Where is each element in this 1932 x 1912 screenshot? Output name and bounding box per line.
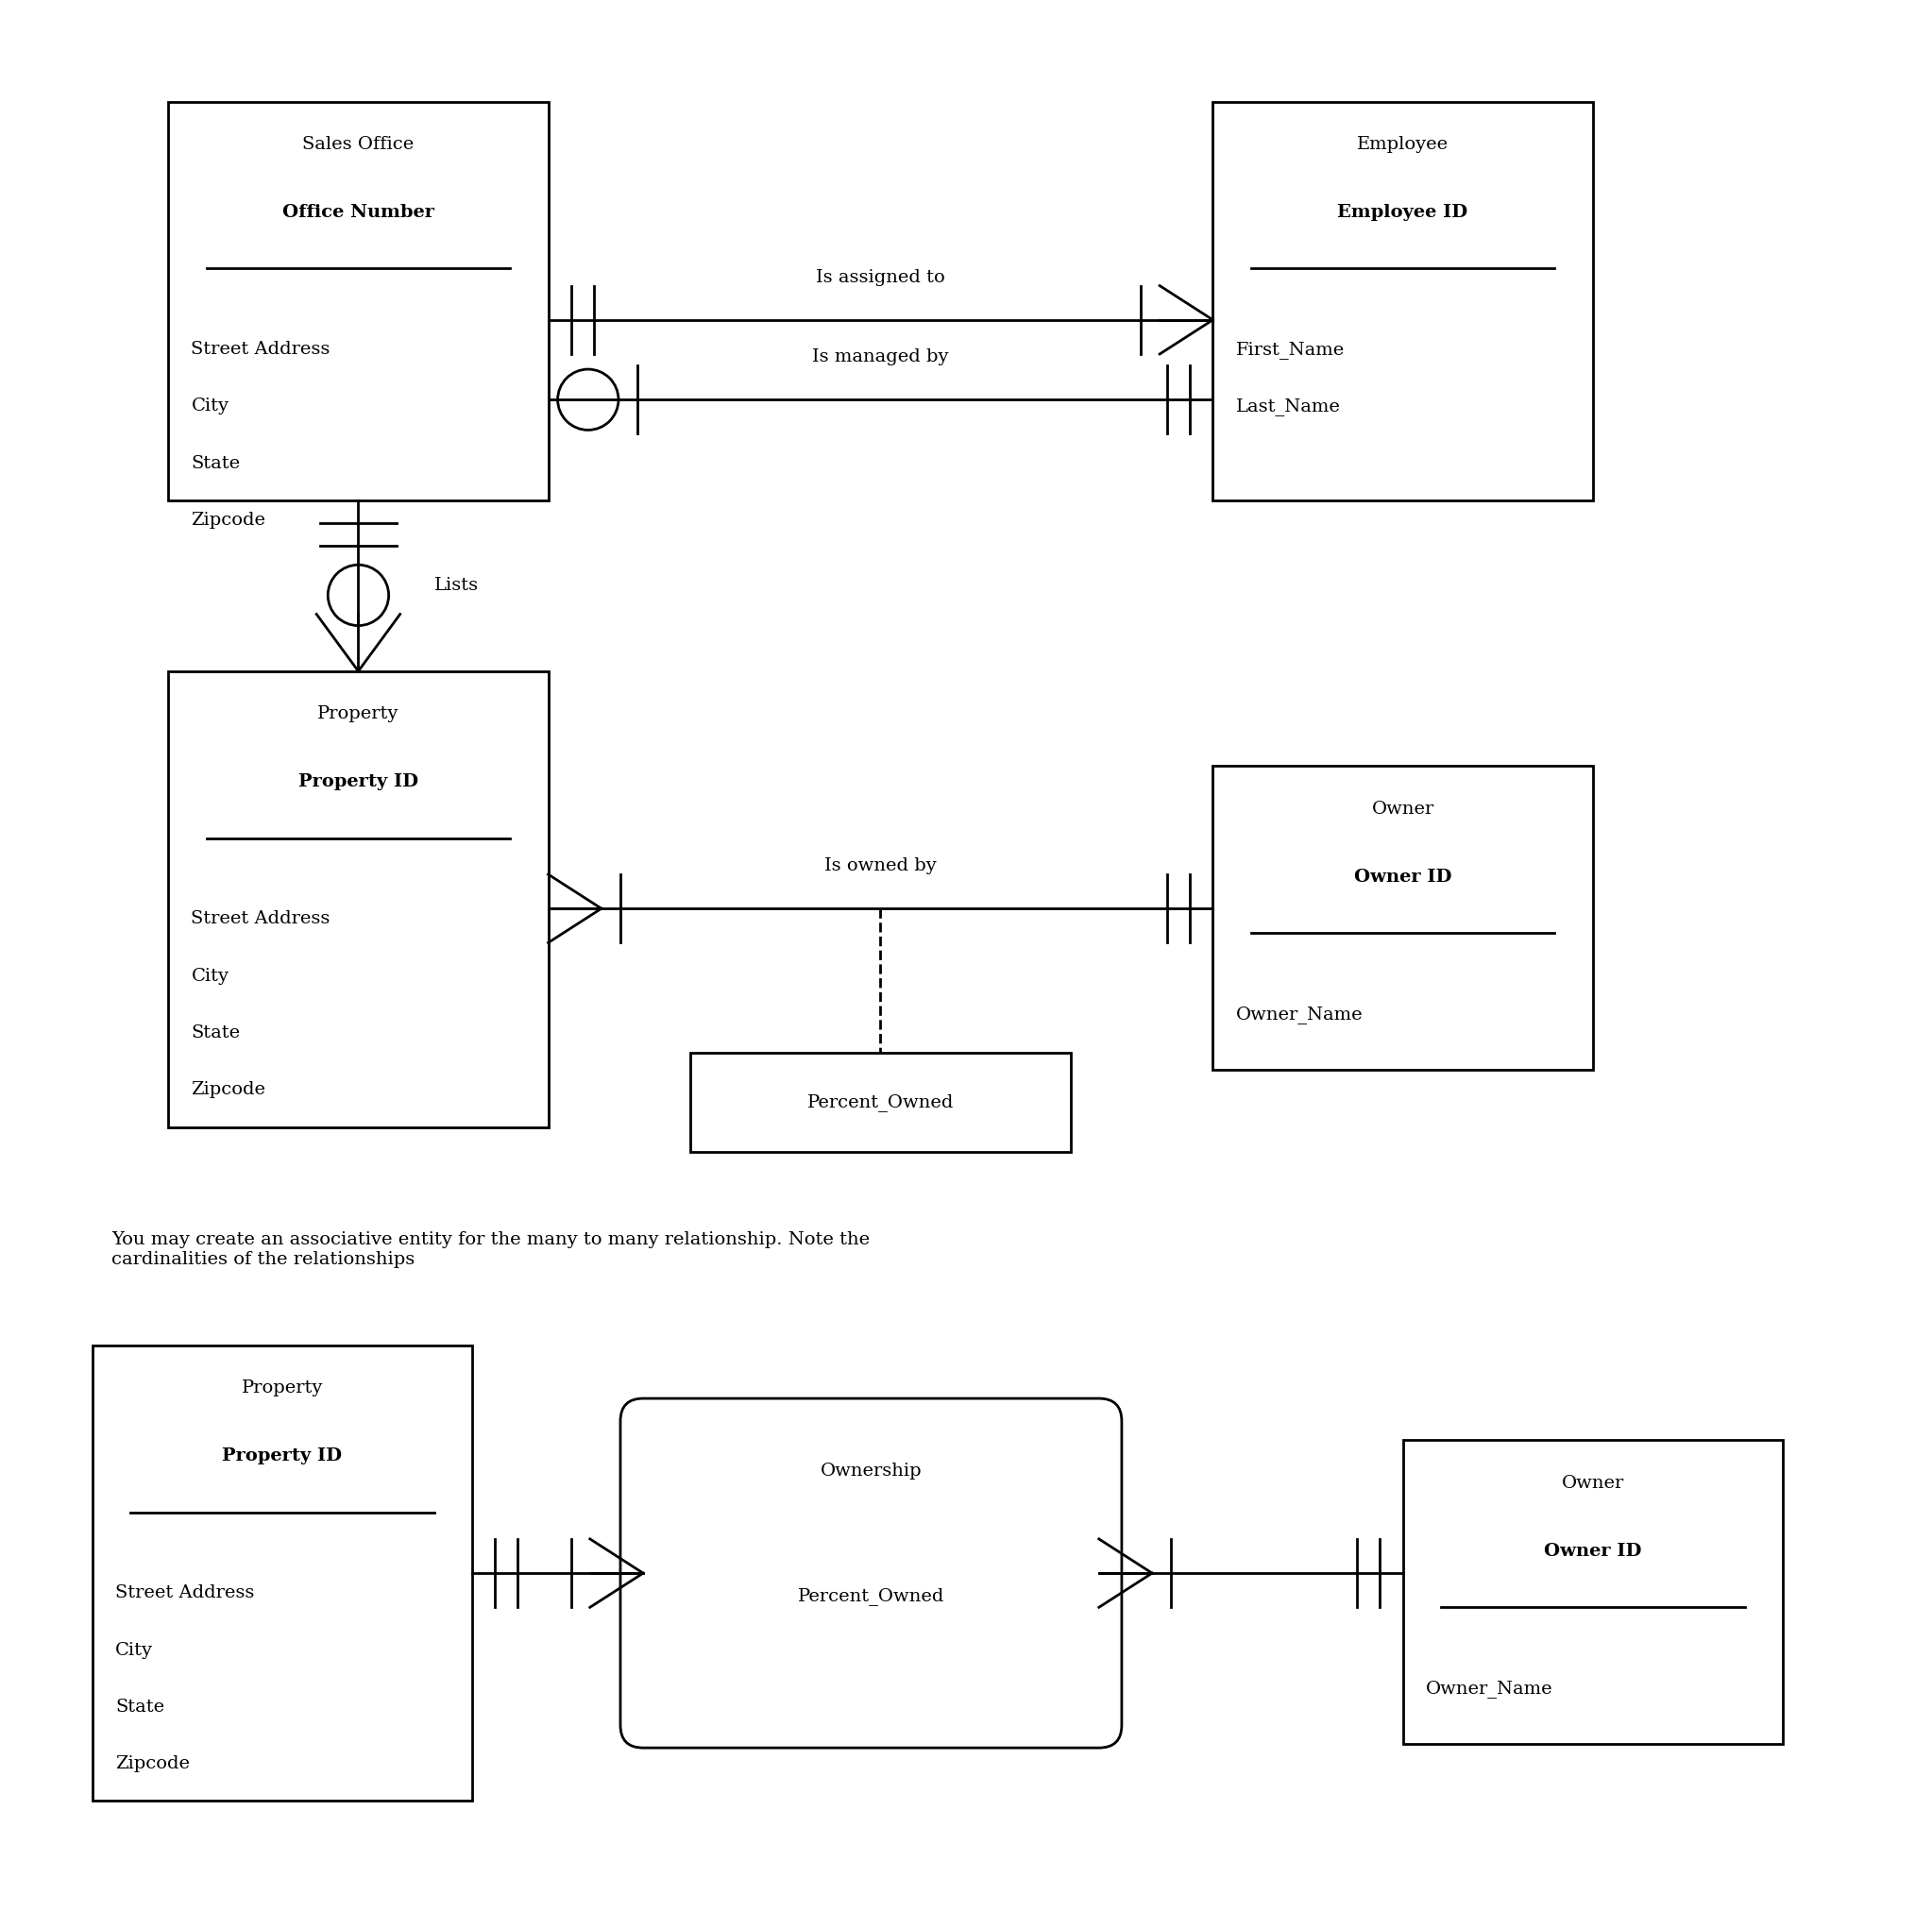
Text: Office Number: Office Number	[282, 205, 435, 222]
Text: First_Name: First_Name	[1236, 340, 1345, 359]
FancyBboxPatch shape	[1213, 767, 1592, 1071]
Text: State: State	[191, 1025, 240, 1042]
Text: City: City	[191, 967, 230, 985]
Text: Percent_Owned: Percent_Owned	[808, 1094, 954, 1111]
FancyBboxPatch shape	[690, 1054, 1070, 1151]
FancyBboxPatch shape	[620, 1398, 1122, 1748]
Text: Is managed by: Is managed by	[811, 348, 949, 365]
Text: Owner_Name: Owner_Name	[1236, 1006, 1362, 1023]
Text: Property: Property	[317, 706, 400, 723]
Text: Street Address: Street Address	[191, 910, 330, 927]
FancyBboxPatch shape	[1213, 101, 1592, 501]
Text: Lists: Lists	[435, 577, 479, 595]
Text: Property ID: Property ID	[298, 774, 419, 792]
Text: Owner: Owner	[1372, 801, 1434, 816]
FancyBboxPatch shape	[1403, 1440, 1783, 1744]
Text: Street Address: Street Address	[116, 1585, 255, 1602]
Text: Sales Office: Sales Office	[303, 136, 413, 153]
Text: Percent_Owned: Percent_Owned	[798, 1587, 945, 1604]
Text: Zipcode: Zipcode	[191, 512, 267, 528]
Text: Owner ID: Owner ID	[1354, 868, 1451, 885]
Text: Street Address: Street Address	[191, 340, 330, 358]
Text: Owner_Name: Owner_Name	[1426, 1679, 1553, 1698]
Text: Property ID: Property ID	[222, 1447, 342, 1465]
Text: Is owned by: Is owned by	[825, 857, 937, 874]
Text: State: State	[116, 1698, 164, 1715]
Text: Last_Name: Last_Name	[1236, 398, 1341, 415]
Text: Employee: Employee	[1356, 136, 1449, 153]
Text: Zipcode: Zipcode	[191, 1082, 267, 1097]
Text: Zipcode: Zipcode	[116, 1755, 189, 1772]
Text: Employee ID: Employee ID	[1337, 205, 1468, 222]
FancyBboxPatch shape	[93, 1346, 471, 1801]
FancyBboxPatch shape	[168, 101, 549, 501]
Text: City: City	[191, 398, 230, 415]
Text: City: City	[116, 1642, 153, 1658]
Text: State: State	[191, 455, 240, 472]
Text: Is assigned to: Is assigned to	[815, 270, 945, 285]
Text: Ownership: Ownership	[821, 1463, 922, 1480]
Text: You may create an associative entity for the many to many relationship. Note the: You may create an associative entity for…	[112, 1231, 869, 1268]
FancyBboxPatch shape	[168, 671, 549, 1126]
Text: Property: Property	[242, 1379, 323, 1396]
Text: Owner ID: Owner ID	[1544, 1543, 1642, 1560]
Text: Owner: Owner	[1561, 1474, 1625, 1491]
